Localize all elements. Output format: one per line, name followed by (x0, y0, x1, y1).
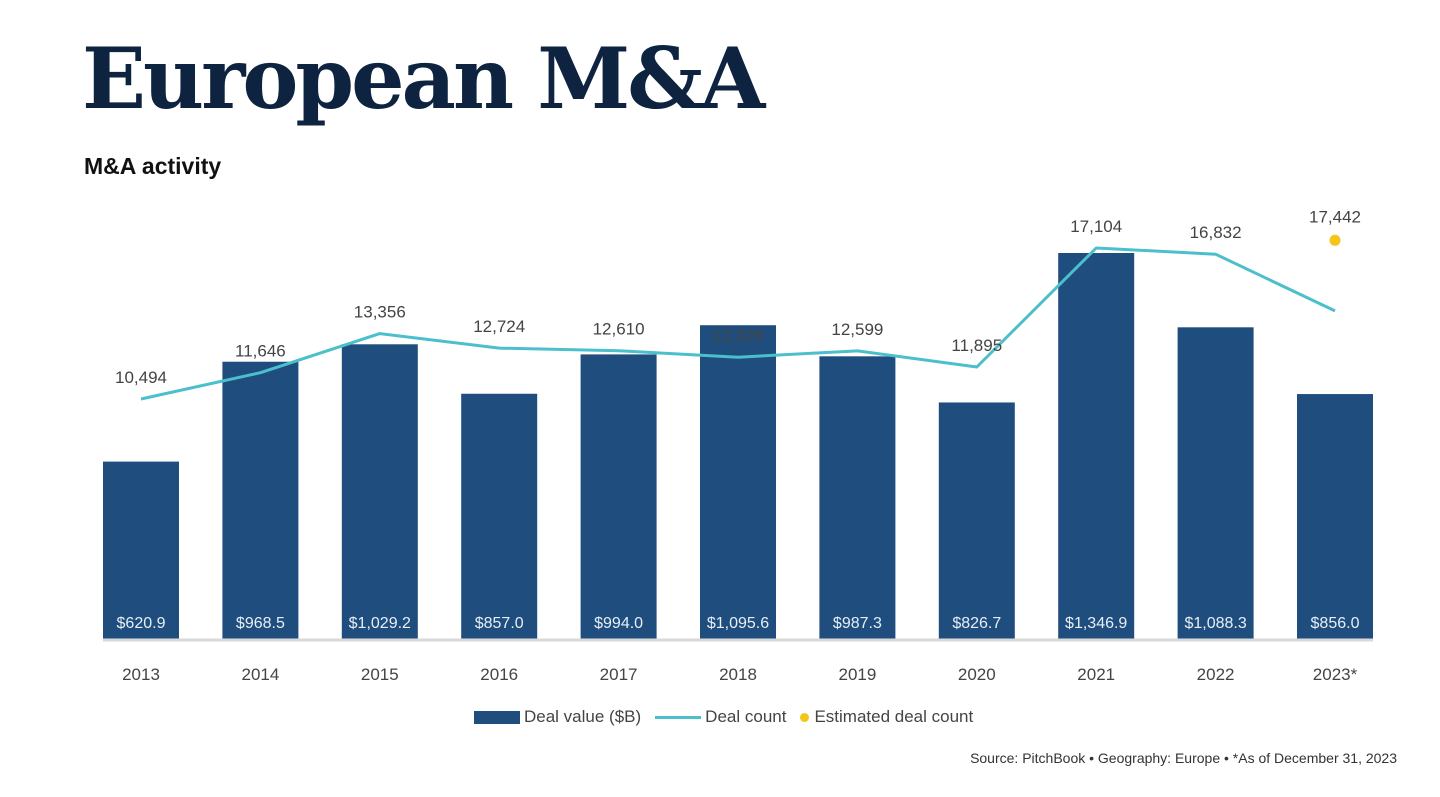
bars-layer (103, 253, 1373, 640)
source-note: Source: PitchBook • Geography: Europe • … (970, 750, 1397, 766)
x-tick-label: 2013 (122, 665, 160, 684)
bar-value-label: $620.9 (117, 615, 166, 632)
bar-2014 (222, 361, 299, 640)
deal-count-label: 10,494 (115, 368, 167, 387)
legend-item-estimated-deal-count: Estimated deal count (800, 707, 973, 727)
bar-2018 (700, 325, 776, 640)
bar-2019 (819, 356, 896, 640)
bar-value-label: $856.0 (1311, 615, 1360, 632)
bar-2023 (1297, 394, 1373, 640)
legend-item-deal-count: Deal count (655, 707, 786, 727)
x-tick-label: 2020 (958, 665, 996, 684)
bar-2017 (580, 354, 657, 640)
deal-count-label: 11,895 (951, 336, 1002, 355)
bar-2015 (341, 344, 418, 640)
deal-count-label: 12,326 (712, 326, 764, 345)
deal-count-label: 11,646 (235, 342, 286, 361)
legend-item-deal-value: Deal value ($B) (474, 707, 641, 727)
line-swatch-icon (655, 715, 702, 719)
legend-label: Deal value ($B) (524, 707, 642, 726)
deal-count-label: 16,832 (1190, 223, 1242, 242)
legend-label: Deal count (705, 707, 787, 726)
bar-value-label: $826.7 (952, 615, 1001, 632)
x-tick-label: 2022 (1197, 665, 1235, 684)
bar-2016 (461, 393, 538, 640)
estimated-deal-count-dot (1329, 234, 1341, 246)
bar-2020 (938, 402, 1015, 640)
deal-count-label: 12,610 (593, 320, 645, 339)
bar-value-label: $968.5 (236, 615, 285, 632)
estimated-deal-count-label: 17,442 (1309, 207, 1361, 226)
bar-2021 (1058, 253, 1135, 640)
labels-layer: $620.9 $968.5 $1,029.2 $857.0 $994.0 $1,095.6… (115, 207, 1361, 684)
x-tick-label: 2019 (838, 665, 876, 684)
bar-value-label: $857.0 (475, 615, 524, 632)
bar-value-label: $1,346.9 (1065, 615, 1127, 632)
chart-subtitle: M&A activity (84, 153, 222, 179)
x-tick-label: 2023* (1313, 665, 1358, 684)
x-tick-label: 2018 (719, 665, 757, 684)
bar-value-label: $1,088.3 (1184, 615, 1246, 632)
bar-value-label: $1,029.2 (349, 615, 411, 632)
bar-2013 (103, 461, 179, 640)
x-tick-label: 2021 (1077, 665, 1115, 684)
bar-value-label: $987.3 (833, 615, 882, 632)
bar-value-label: $994.0 (594, 615, 643, 632)
deal-count-label: 12,724 (473, 317, 525, 336)
x-tick-label: 2016 (480, 665, 518, 684)
x-tick-label: 2015 (361, 665, 399, 684)
deal-count-label: 12,599 (831, 320, 883, 339)
x-tick-label: 2017 (600, 665, 638, 684)
page-title: European M&A (82, 29, 765, 128)
line-layer (140, 234, 1341, 401)
bar-value-label: $1,095.6 (707, 615, 769, 632)
bar-2022 (1177, 327, 1254, 640)
combo-chart: $620.9 $968.5 $1,029.2 $857.0 $994.0 $1,095.6… (103, 207, 1373, 684)
deal-count-label: 17,104 (1070, 217, 1122, 236)
x-tick-label: 2014 (241, 665, 279, 684)
bar-swatch-icon (474, 710, 520, 724)
chart-legend: Deal value ($B) Deal count Estimated dea… (474, 705, 987, 729)
deal-count-label: 13,356 (354, 303, 406, 322)
legend-label: Estimated deal count (814, 707, 974, 726)
dot-swatch-icon (800, 712, 810, 722)
